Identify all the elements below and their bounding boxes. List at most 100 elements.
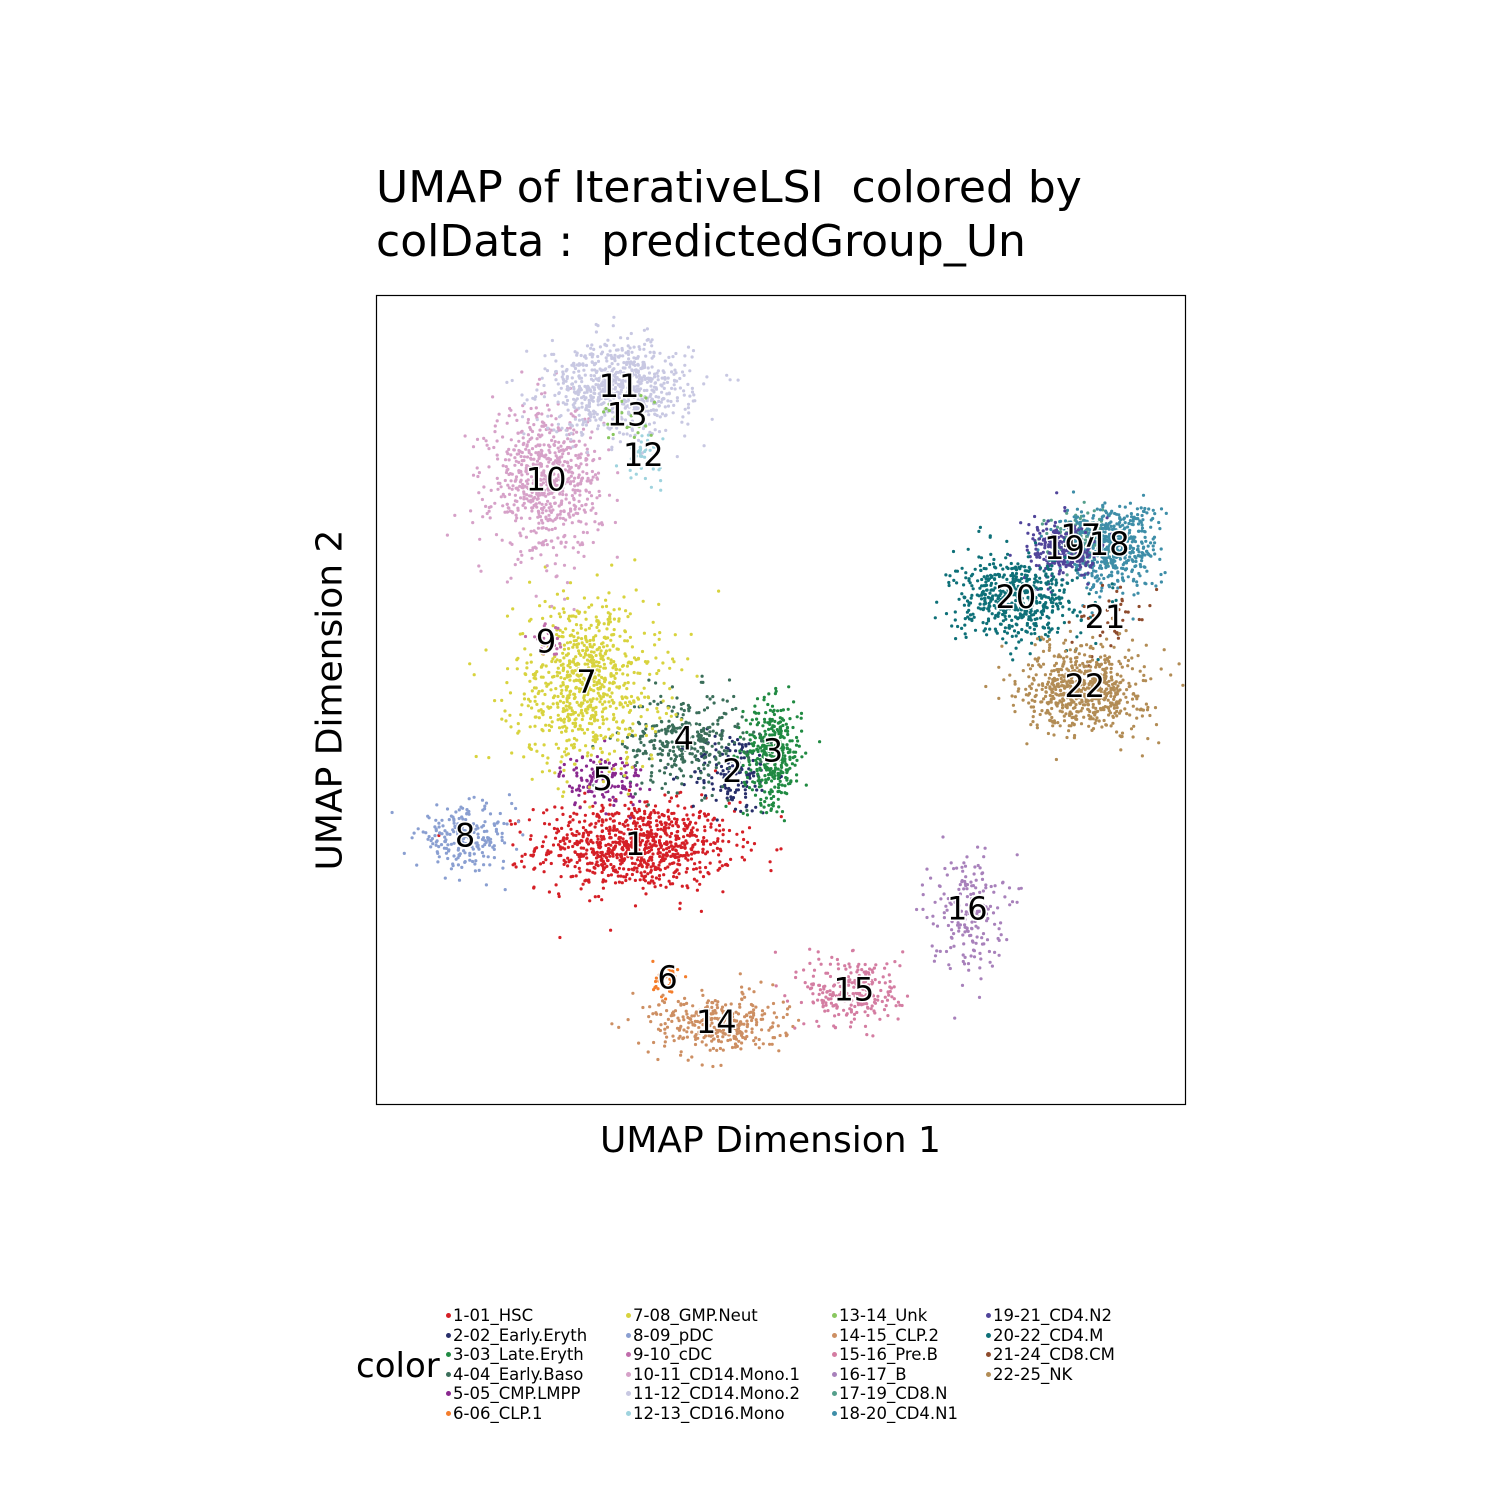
data-point xyxy=(581,826,586,830)
data-point xyxy=(540,770,545,774)
data-point xyxy=(762,756,766,760)
data-point xyxy=(750,788,755,792)
data-point xyxy=(538,604,542,608)
data-point xyxy=(700,988,704,992)
data-point xyxy=(555,674,560,678)
data-point xyxy=(763,720,767,724)
data-point xyxy=(672,875,676,879)
data-point xyxy=(782,736,786,740)
data-point xyxy=(561,377,565,381)
data-point xyxy=(585,856,589,860)
data-point xyxy=(601,718,606,722)
data-point xyxy=(468,662,472,666)
data-point xyxy=(564,747,569,751)
data-point xyxy=(441,824,445,828)
data-point xyxy=(487,756,491,760)
data-point xyxy=(467,797,471,801)
data-point xyxy=(503,458,508,462)
data-point xyxy=(679,1024,683,1028)
data-point xyxy=(768,717,772,721)
data-point xyxy=(429,839,433,843)
data-point xyxy=(673,387,677,391)
data-point xyxy=(587,490,592,494)
data-point xyxy=(600,823,604,827)
data-point xyxy=(622,832,626,836)
data-point xyxy=(680,884,684,888)
data-point xyxy=(769,869,773,873)
data-point xyxy=(476,835,480,840)
data-point xyxy=(572,768,576,772)
data-point xyxy=(587,401,592,405)
data-point xyxy=(659,883,663,887)
data-point xyxy=(635,783,639,787)
data-point xyxy=(637,838,641,842)
data-point xyxy=(739,1021,743,1025)
data-point xyxy=(842,1008,846,1012)
data-point xyxy=(671,1010,676,1014)
data-point xyxy=(559,540,563,544)
data-point xyxy=(677,1019,681,1023)
data-point xyxy=(540,689,544,693)
data-point xyxy=(561,709,565,714)
data-point xyxy=(642,686,646,690)
data-point xyxy=(529,500,533,504)
data-point xyxy=(682,827,686,831)
data-point xyxy=(658,769,662,773)
data-point xyxy=(705,850,710,854)
data-point xyxy=(595,755,600,759)
data-point xyxy=(621,837,625,841)
data-point xyxy=(492,822,496,826)
data-point xyxy=(557,612,561,616)
data-point xyxy=(523,634,528,639)
data-point xyxy=(615,647,619,651)
data-point xyxy=(710,793,714,798)
data-point xyxy=(549,688,553,692)
data-point xyxy=(668,835,672,839)
data-point xyxy=(764,778,768,782)
data-point xyxy=(724,752,728,756)
data-point xyxy=(762,763,766,767)
data-point xyxy=(507,793,511,797)
data-point xyxy=(560,755,564,759)
data-point xyxy=(775,755,779,759)
data-point xyxy=(670,386,674,390)
data-point xyxy=(607,700,611,704)
data-point xyxy=(585,463,589,467)
data-point xyxy=(695,879,699,883)
data-point xyxy=(585,479,589,483)
data-point xyxy=(551,546,556,550)
data-point xyxy=(511,607,515,611)
data-point xyxy=(501,859,506,864)
data-point xyxy=(605,864,609,869)
data-point xyxy=(645,380,650,384)
data-point xyxy=(603,343,607,347)
data-point xyxy=(530,509,534,513)
data-point xyxy=(718,866,722,871)
data-point xyxy=(656,710,660,714)
data-point xyxy=(686,345,691,349)
data-point xyxy=(613,833,618,837)
data-point xyxy=(529,853,533,857)
data-point xyxy=(620,742,625,746)
data-point xyxy=(651,852,655,856)
data-point xyxy=(585,868,589,872)
data-point xyxy=(535,749,539,753)
data-point xyxy=(609,638,613,642)
data-point xyxy=(711,1046,716,1051)
data-point xyxy=(734,706,738,711)
data-point xyxy=(642,816,646,820)
data-point xyxy=(576,727,581,731)
data-point xyxy=(597,629,601,633)
data-point xyxy=(614,348,619,352)
data-point xyxy=(596,718,600,722)
data-point xyxy=(778,735,783,740)
data-point xyxy=(722,749,727,753)
data-point xyxy=(756,779,760,783)
data-point xyxy=(547,408,551,412)
data-point xyxy=(567,674,571,679)
data-point xyxy=(633,827,638,832)
data-point xyxy=(613,664,618,668)
data-point xyxy=(717,750,721,754)
data-point xyxy=(625,687,629,691)
